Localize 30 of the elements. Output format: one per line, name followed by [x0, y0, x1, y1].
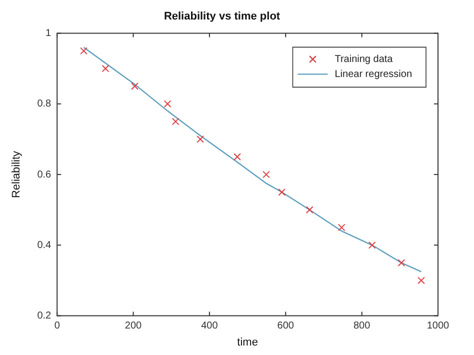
x-tick-label: 600	[277, 320, 294, 332]
point	[102, 64, 110, 72]
point	[398, 259, 406, 266]
legend-label: Linear regression	[334, 68, 412, 80]
point	[418, 276, 425, 284]
x-tick-label: 0	[54, 320, 60, 332]
x-tick-label: 200	[124, 320, 142, 332]
y-tick-label: 0.4	[37, 240, 52, 251]
x-tick-label: 400	[201, 320, 218, 332]
x-axis-title: time	[237, 336, 258, 348]
point	[306, 206, 314, 214]
y-tick-label: 0.2	[37, 310, 52, 322]
legend-label: Training data	[334, 54, 394, 65]
point	[262, 170, 270, 178]
point	[164, 100, 172, 108]
y-tick-label: 0.8	[37, 98, 52, 110]
point	[368, 241, 376, 249]
y-tick-label: 0.6	[37, 169, 52, 180]
x-tick-label: 1000	[426, 320, 450, 332]
y-axis-title: Reliability	[10, 150, 23, 198]
point	[196, 135, 204, 143]
point	[234, 153, 241, 161]
chart-title: Reliability vs time plot	[164, 10, 280, 23]
point	[172, 118, 180, 126]
point	[338, 224, 346, 232]
point	[131, 82, 138, 90]
y-tick-label: 1	[46, 28, 52, 39]
x-tick-label: 800	[353, 320, 371, 332]
point	[80, 47, 88, 55]
point	[278, 188, 286, 196]
